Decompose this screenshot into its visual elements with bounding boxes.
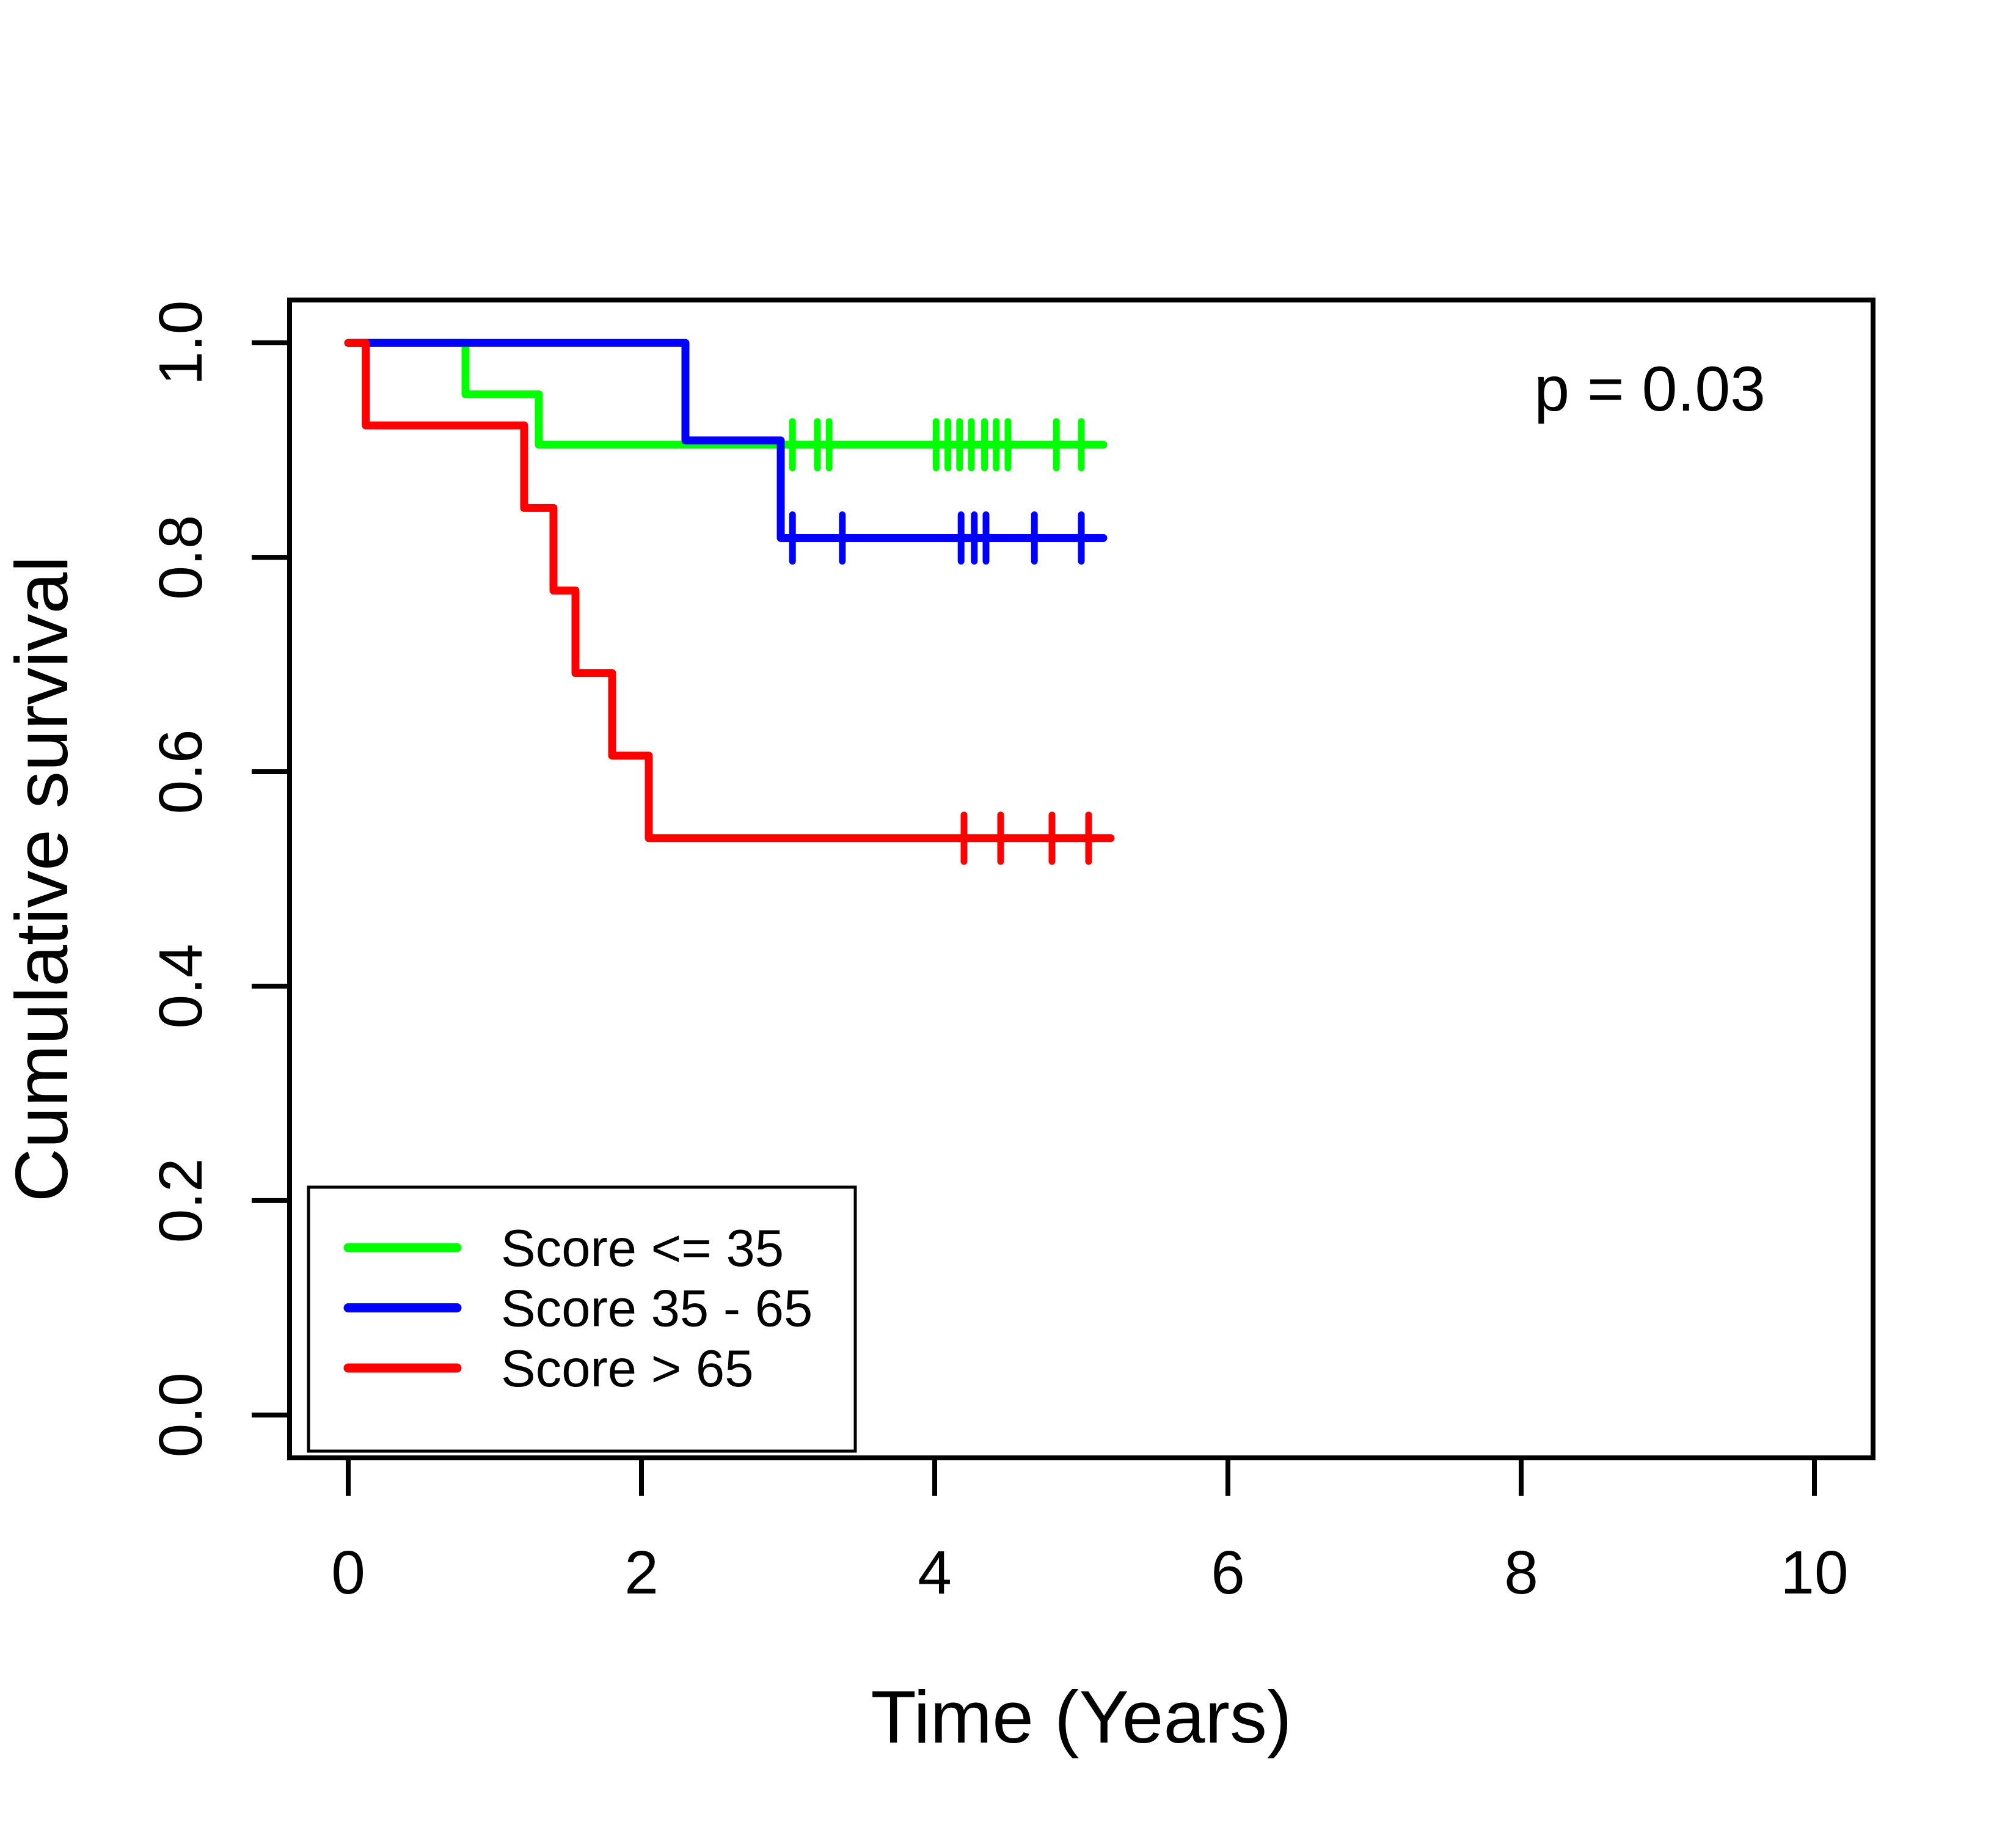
y-axis-title: Cumulative survival <box>0 556 83 1202</box>
legend-item-score-35-65: Score 35 - 65 <box>343 1280 813 1338</box>
y-axis-tick-label-0.6: 0.6 <box>147 730 215 814</box>
x-axis: 0 2 4 6 8 10 <box>331 1458 1849 1607</box>
censor-marks-score-65 <box>960 811 1092 865</box>
legend-box <box>307 1185 857 1453</box>
p-value-annotation: p = 0.03 <box>1534 354 1766 425</box>
x-axis-tick-label-2: 2 <box>624 1538 659 1607</box>
legend-item-score-65: Score > 65 <box>343 1340 753 1398</box>
y-axis-tick-label-0.0: 0.0 <box>147 1372 215 1457</box>
x-axis-tick-label-6: 6 <box>1211 1538 1245 1607</box>
y-axis-tick-label-0.2: 0.2 <box>147 1158 215 1243</box>
x-axis-tick-label-10: 10 <box>1780 1538 1848 1607</box>
series-score-35-65 <box>344 338 1108 565</box>
plot-box <box>287 298 1875 1460</box>
survival-curve-score-65 <box>344 338 1115 843</box>
y-axis-tick-label-0.8: 0.8 <box>147 515 215 600</box>
y-axis-tick-label-1.0: 1.0 <box>147 301 215 386</box>
y-axis: 0.0 0.2 0.4 0.6 0.8 1.0 <box>147 301 290 1457</box>
survival-curve-score-35-65 <box>344 338 1108 542</box>
legend-label-score-35-65: Score 35 - 65 <box>501 1280 813 1338</box>
x-axis-tick-label-4: 4 <box>918 1538 952 1607</box>
censor-marks-score-35-65 <box>789 511 1085 565</box>
legend-item-score-35: Score <= 35 <box>343 1220 784 1278</box>
x-axis-tick-label-0: 0 <box>331 1538 365 1607</box>
legend-label-score-35: Score <= 35 <box>501 1220 784 1278</box>
legend-label-score-65: Score > 65 <box>501 1340 753 1398</box>
censor-marks-score-35 <box>789 418 1085 472</box>
x-axis-title: Time (Years) <box>871 1675 1291 1758</box>
series-score-65 <box>344 338 1115 865</box>
x-axis-tick-label-8: 8 <box>1504 1538 1538 1607</box>
y-axis-tick-label-0.4: 0.4 <box>147 943 215 1028</box>
